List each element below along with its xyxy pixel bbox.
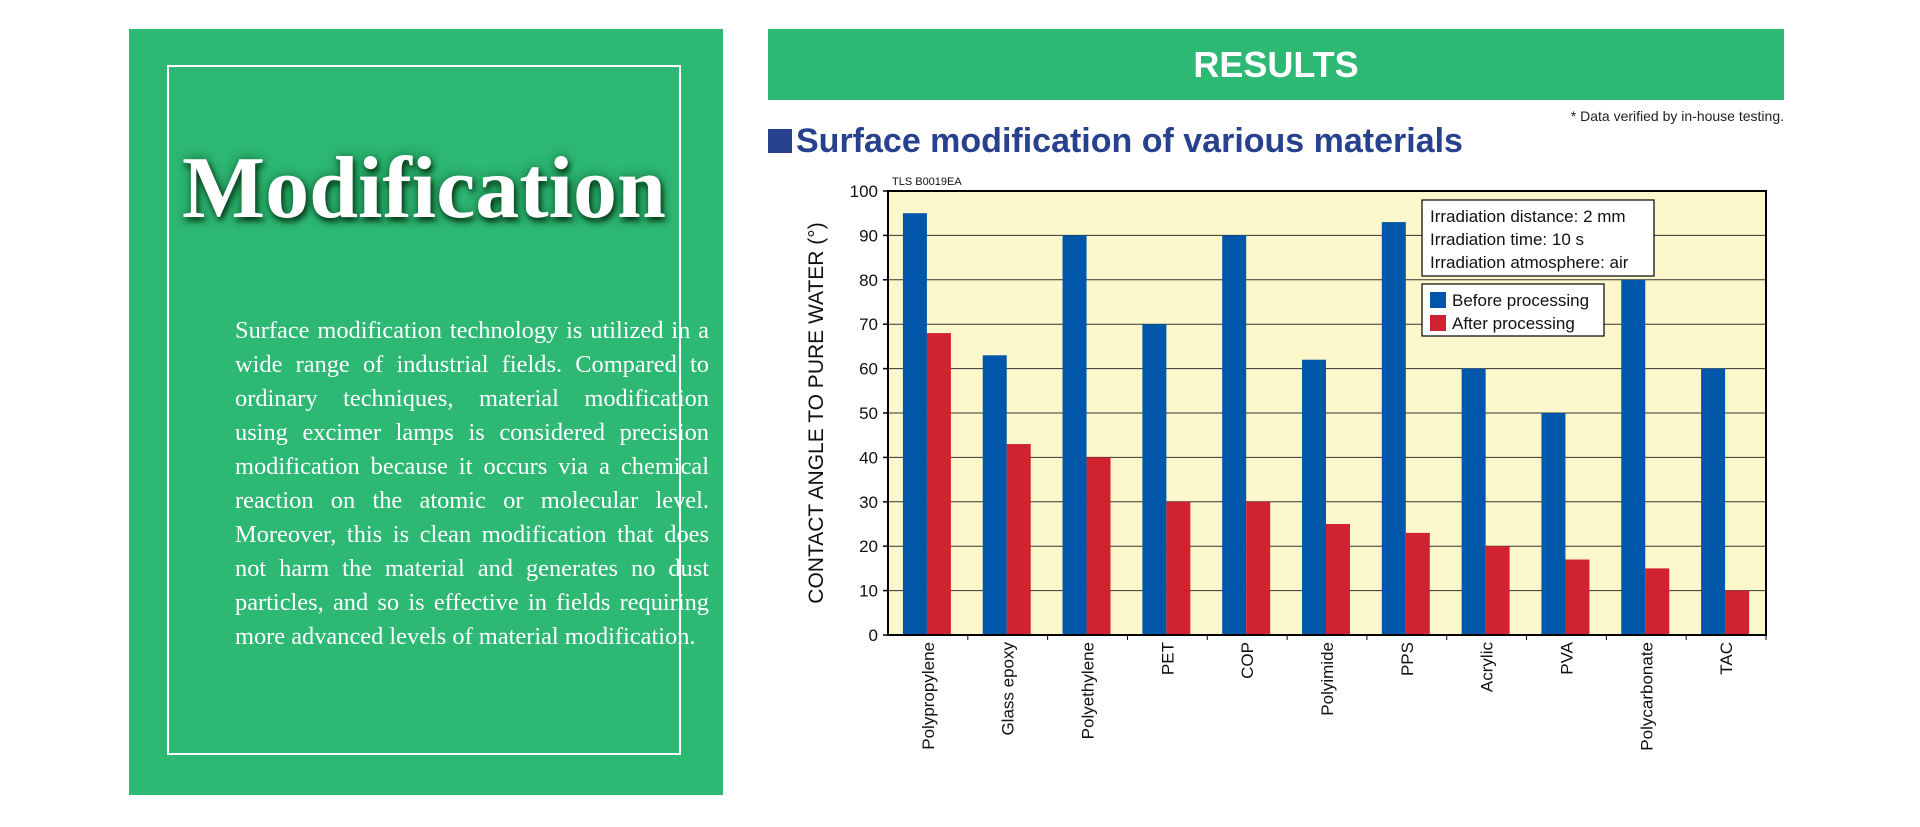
y-tick-label: 30 bbox=[859, 493, 878, 512]
bar-before bbox=[1621, 279, 1646, 635]
legend-swatch bbox=[1430, 292, 1446, 308]
x-tick-label: Polyethylene bbox=[1079, 642, 1098, 739]
y-tick-label: 10 bbox=[859, 582, 878, 601]
x-tick-label: Acrylic bbox=[1478, 642, 1497, 693]
bar-after bbox=[1246, 501, 1271, 635]
bar-after bbox=[926, 333, 951, 635]
intro-frame: Modification Surface modification techno… bbox=[167, 65, 709, 755]
y-tick-label: 100 bbox=[850, 182, 878, 201]
x-tick-label: Glass epoxy bbox=[999, 642, 1018, 736]
bar-after bbox=[1645, 568, 1670, 635]
bar-after bbox=[1086, 457, 1111, 635]
plot-frame bbox=[887, 190, 1767, 636]
intro-body-text: Surface modification technology is utili… bbox=[235, 317, 709, 650]
bar-before bbox=[1541, 413, 1566, 635]
bar-before bbox=[1381, 222, 1406, 635]
condition-text: Irradiation time: 10 s bbox=[1430, 230, 1584, 249]
y-tick-label: 20 bbox=[859, 537, 878, 556]
bar-before bbox=[1142, 324, 1167, 635]
y-axis-label: CONTACT ANGLE TO PURE WATER (°) bbox=[805, 222, 828, 603]
bar-after bbox=[1326, 524, 1350, 635]
chart-subtitle: Surface modification of various material… bbox=[768, 122, 1463, 161]
bar-before bbox=[902, 213, 927, 635]
square-bullet-icon bbox=[768, 129, 792, 153]
x-tick-label: Polycarbonate bbox=[1637, 642, 1656, 751]
legend-box bbox=[1421, 283, 1605, 337]
x-tick-label: COP bbox=[1238, 642, 1257, 679]
y-tick-label: 40 bbox=[859, 448, 878, 467]
x-tick-label: PPS bbox=[1398, 642, 1417, 676]
bar-after bbox=[1166, 501, 1191, 635]
conditions-box bbox=[1421, 199, 1655, 277]
legend-label: After processing bbox=[1452, 314, 1575, 333]
intro-panel: Modification Surface modification techno… bbox=[129, 29, 723, 795]
chart-subtitle-text: Surface modification of various material… bbox=[796, 122, 1463, 160]
bar-before bbox=[1222, 235, 1247, 635]
bar-before bbox=[1701, 368, 1726, 635]
x-tick-label: Polypropylene bbox=[919, 642, 938, 750]
bar-after bbox=[1006, 444, 1031, 635]
results-header: RESULTS bbox=[768, 29, 1784, 100]
y-tick-label: 60 bbox=[859, 360, 878, 379]
legend-label: Before processing bbox=[1452, 291, 1589, 310]
chart-code-label: TLS B0019EA bbox=[892, 176, 962, 188]
condition-text: Irradiation atmosphere: air bbox=[1430, 253, 1629, 272]
bar-after bbox=[1405, 532, 1430, 635]
x-tick-label: Polyimide bbox=[1318, 642, 1337, 716]
y-tick-label: 50 bbox=[859, 404, 878, 423]
condition-text: Irradiation distance: 2 mm bbox=[1430, 207, 1626, 226]
x-tick-label: TAC bbox=[1717, 642, 1736, 675]
legend-swatch bbox=[1430, 315, 1446, 331]
y-tick-label: 0 bbox=[869, 626, 878, 645]
bar-before bbox=[1461, 368, 1486, 635]
y-tick-label: 80 bbox=[859, 271, 878, 290]
bar-after bbox=[1565, 559, 1590, 635]
bar-before bbox=[1302, 359, 1326, 635]
y-tick-label: 90 bbox=[859, 226, 878, 245]
bar-after bbox=[1725, 590, 1750, 635]
bar-after bbox=[1485, 546, 1510, 635]
intro-title: Modification bbox=[182, 140, 666, 237]
x-tick-label: PET bbox=[1158, 642, 1177, 675]
verification-note: * Data verified by in-house testing. bbox=[1570, 108, 1784, 124]
x-tick-label: PVA bbox=[1557, 641, 1576, 674]
y-tick-label: 70 bbox=[859, 315, 878, 334]
bar-before bbox=[982, 355, 1007, 635]
bar-before bbox=[1062, 235, 1087, 635]
